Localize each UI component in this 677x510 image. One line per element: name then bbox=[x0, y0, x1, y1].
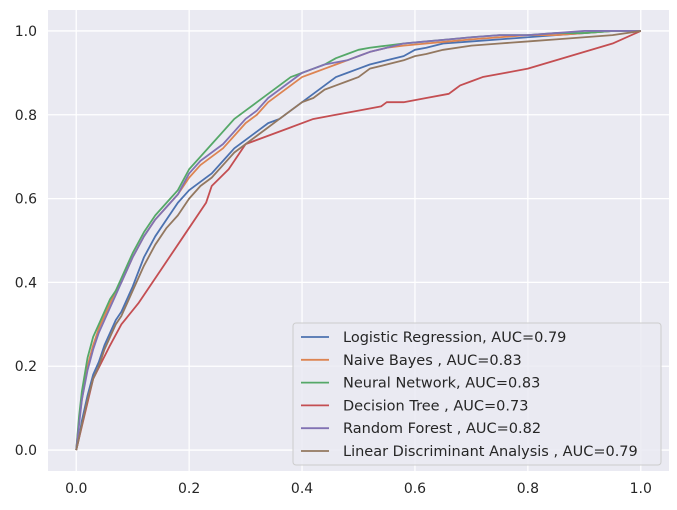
series-line-4 bbox=[75, 30, 641, 451]
series-line-5 bbox=[75, 30, 641, 451]
series-line-1 bbox=[75, 30, 641, 451]
y-tick-label: 0.8 bbox=[15, 108, 37, 124]
y-tick-label: 1.0 bbox=[15, 24, 37, 40]
x-tick-label: 0.0 bbox=[65, 481, 87, 497]
x-tick-label: 0.2 bbox=[178, 481, 200, 497]
legend-label-3: Decision Tree , AUC=0.73 bbox=[343, 398, 528, 414]
x-tick-label: 0.8 bbox=[517, 481, 539, 497]
tick-labels: 0.0 0.2 0.4 0.6 0.8 1.0 0.0 0.2 0.4 0.6 0.8 1.0 bbox=[15, 24, 652, 497]
x-tick-label: 1.0 bbox=[630, 481, 652, 497]
y-tick-label: 0.0 bbox=[15, 443, 37, 459]
legend-label-0: Logistic Regression, AUC=0.79 bbox=[343, 330, 566, 346]
legend-label-2: Neural Network, AUC=0.83 bbox=[343, 376, 540, 392]
legend-label-1: Naive Bayes , AUC=0.83 bbox=[343, 353, 522, 369]
x-tick-label: 0.4 bbox=[291, 481, 313, 497]
legend-label-5: Linear Discriminant Analysis , AUC=0.79 bbox=[343, 444, 638, 460]
y-tick-label: 0.2 bbox=[15, 359, 37, 375]
legend-label-4: Random Forest , AUC=0.82 bbox=[343, 421, 541, 437]
x-tick-label: 0.6 bbox=[404, 481, 426, 497]
series-lines bbox=[75, 30, 642, 451]
y-tick-label: 0.4 bbox=[15, 275, 37, 291]
legend: Logistic Regression, AUC=0.79 Naive Bayes… bbox=[292, 322, 662, 466]
y-tick-label: 0.6 bbox=[15, 192, 37, 208]
series-line-3 bbox=[75, 30, 642, 451]
series-line-0 bbox=[75, 30, 641, 451]
legend-box bbox=[292, 322, 662, 466]
